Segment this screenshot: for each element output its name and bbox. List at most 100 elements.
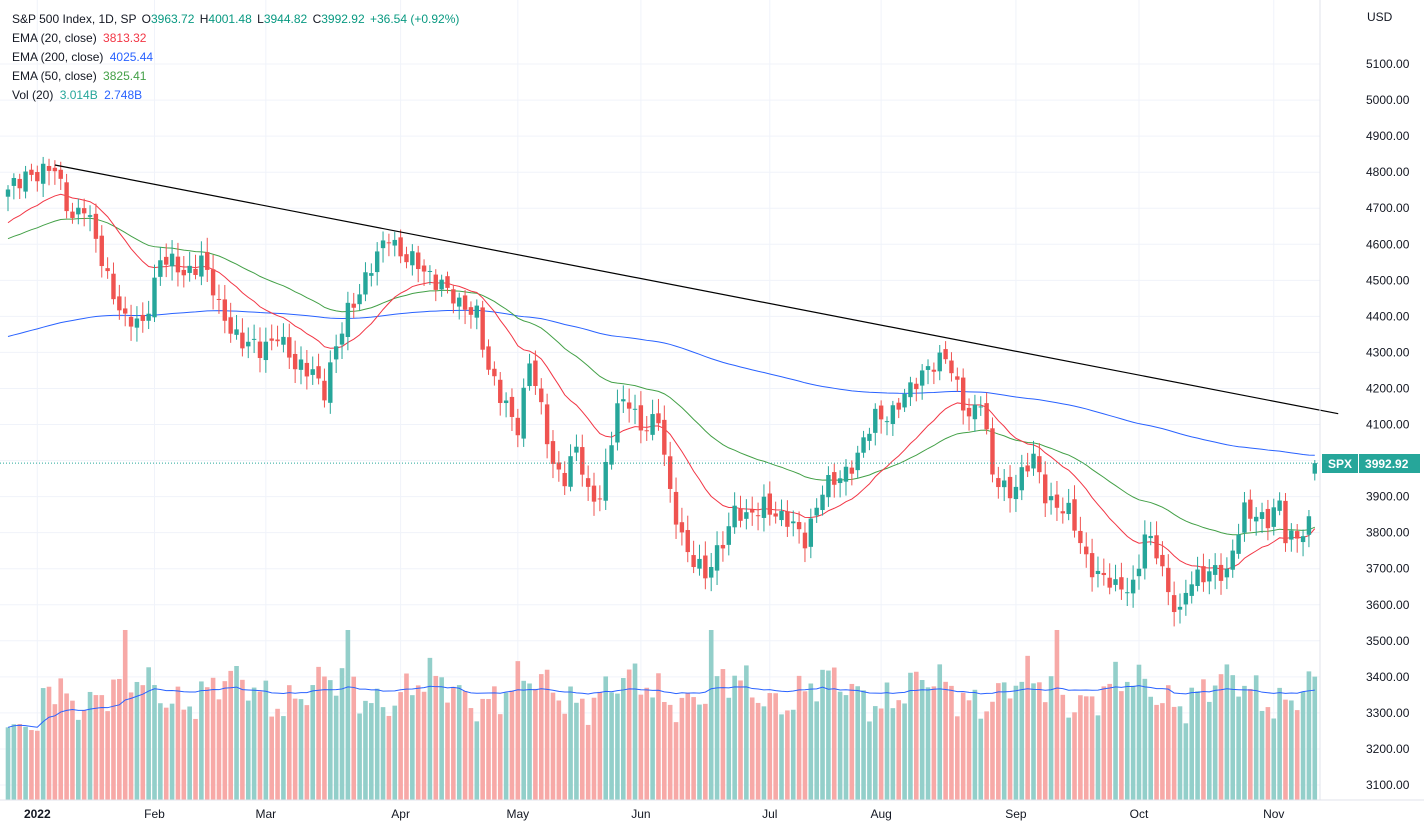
volume-bar <box>849 683 855 800</box>
volume-bar <box>363 700 368 800</box>
volume-bar <box>386 715 392 800</box>
indicator-label: EMA (20, close) <box>12 31 97 45</box>
time-tick-label: Oct <box>1130 807 1149 821</box>
volume-bar <box>187 706 192 800</box>
candle-body <box>720 544 726 549</box>
candle-body <box>1031 453 1036 469</box>
candle-body <box>884 421 890 423</box>
candle-body <box>955 376 960 380</box>
volume-bars <box>5 629 1318 800</box>
volume-ma-value: 2.748B <box>104 88 143 102</box>
price-tick-label: 3400.00 <box>1366 670 1410 684</box>
candle-body <box>861 437 866 453</box>
indicator-label: EMA (200, close) <box>12 50 104 64</box>
price-tick-label: 3600.00 <box>1366 598 1410 612</box>
volume-bar <box>521 680 526 800</box>
candle-body <box>750 509 755 513</box>
candle-body <box>357 294 362 305</box>
volume-bar <box>1236 696 1241 800</box>
volume-bar <box>146 667 151 800</box>
price-tick-label: 4300.00 <box>1366 345 1410 359</box>
price-tag-value: 3992.92 <box>1365 456 1409 471</box>
volume-bar <box>333 695 339 800</box>
volume-bar <box>527 683 532 800</box>
price-axis[interactable]: 3100.00 3200.00 3300.00 3400.00 3500.00 3600.… <box>1366 57 1410 792</box>
time-tick-label: Feb <box>144 807 165 821</box>
time-axis[interactable]: 2022 Feb Mar Apr May Jun Jul Aug Sep Oct Nov <box>24 807 1284 821</box>
volume-bar <box>1001 682 1007 800</box>
candle-body <box>1236 534 1241 554</box>
candle-body <box>421 265 427 272</box>
candle-body <box>298 359 304 370</box>
volume-bar <box>697 704 702 800</box>
price-tick-label: 4600.00 <box>1366 237 1410 251</box>
symbol-title[interactable]: S&P 500 Index, 1D, SP <box>12 12 137 26</box>
indicator-ema50[interactable]: EMA (50, close) 3825.41 <box>12 67 459 86</box>
candle-body <box>1295 531 1300 539</box>
candle-body <box>498 379 503 403</box>
candle-body <box>40 163 46 184</box>
volume-bar <box>1300 691 1306 800</box>
volume-bar <box>884 682 890 800</box>
volume-bar <box>703 703 708 800</box>
volume-bar <box>1083 696 1089 800</box>
volume-bar <box>1253 675 1259 800</box>
candle-body <box>925 366 931 370</box>
price-tick-label: 4700.00 <box>1366 201 1410 215</box>
indicator-ema20[interactable]: EMA (20, close) 3813.32 <box>12 29 459 48</box>
volume-bar <box>632 663 638 800</box>
volume-bar <box>474 721 480 800</box>
volume-bar <box>738 680 743 800</box>
volume-bar <box>937 664 943 800</box>
volume-bar <box>621 678 626 800</box>
low-value: 3944.82 <box>263 12 308 26</box>
candle-body <box>445 276 450 288</box>
candle-body <box>474 305 479 318</box>
candle-body <box>404 254 409 263</box>
volume-bar <box>556 700 562 800</box>
candle-body <box>738 508 743 521</box>
price-tick-label: 4900.00 <box>1366 129 1410 143</box>
indicator-value: 4025.44 <box>109 50 154 64</box>
candle-body <box>257 341 263 359</box>
candle-body <box>943 349 948 360</box>
candle-body <box>374 251 380 273</box>
trendline-segment <box>54 164 1339 415</box>
indicator-ema200[interactable]: EMA (200, close) 4025.44 <box>12 48 459 67</box>
volume-bar <box>1025 655 1030 800</box>
volume-bar <box>257 691 263 800</box>
indicator-volume[interactable]: Vol (20) 3.014B 2.748B <box>12 86 459 105</box>
volume-bar <box>398 692 403 800</box>
trendline[interactable] <box>54 164 1339 415</box>
volume-bar <box>374 688 380 800</box>
volume-bar <box>726 697 732 800</box>
candle-body <box>1207 571 1212 582</box>
candle-body <box>269 338 274 341</box>
volume-bar <box>93 695 99 800</box>
candle-body <box>64 182 69 212</box>
volume-bar <box>1230 675 1236 800</box>
currency-label[interactable]: USD <box>1367 10 1393 24</box>
volume-bar <box>357 713 362 800</box>
volume-bar <box>855 686 860 800</box>
volume-bar <box>128 692 134 800</box>
volume-bar <box>234 666 239 800</box>
candle-body <box>1013 486 1019 500</box>
volume-bar <box>1271 718 1277 800</box>
candle-body <box>17 178 22 189</box>
volume-bar <box>351 676 357 800</box>
candle-body <box>462 295 468 310</box>
volume-bar <box>808 683 814 800</box>
candle-body <box>187 265 192 273</box>
volume-bar <box>134 681 140 800</box>
candle-body <box>1183 592 1189 605</box>
volume-bar <box>990 701 995 800</box>
volume-bar <box>322 676 327 800</box>
candle-body <box>550 441 556 464</box>
volume-bar <box>339 668 345 800</box>
volume-bar <box>949 685 954 800</box>
candle-body <box>480 307 485 350</box>
volume-bar <box>1201 679 1206 800</box>
candle-body <box>591 485 597 502</box>
